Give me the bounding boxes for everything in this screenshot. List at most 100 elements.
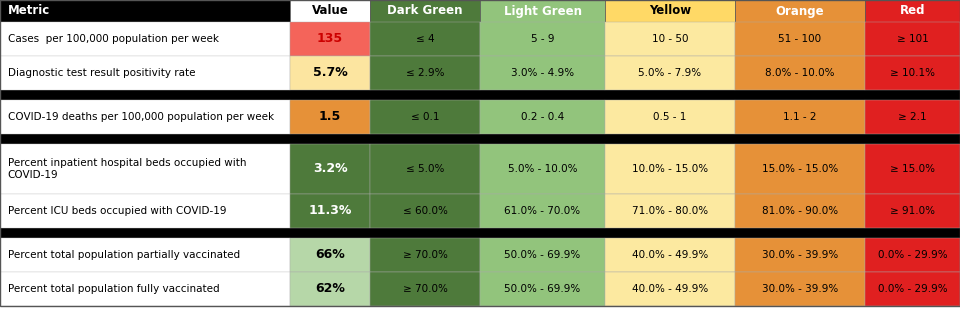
Bar (480, 272, 605, 306)
Bar (605, 100, 735, 134)
Bar (290, 272, 370, 306)
Bar (370, 144, 480, 194)
Bar (480, 0, 605, 22)
Bar (290, 56, 370, 90)
Text: 1.1 - 2: 1.1 - 2 (783, 112, 817, 122)
Text: 10 - 50: 10 - 50 (652, 34, 688, 44)
Bar (290, 0, 370, 22)
Bar (480, 238, 605, 272)
Text: Red: Red (900, 5, 925, 18)
Text: ≤ 2.9%: ≤ 2.9% (406, 68, 444, 78)
Text: 135: 135 (317, 32, 343, 45)
Text: 50.0% - 69.9%: 50.0% - 69.9% (504, 284, 581, 294)
Text: Yellow: Yellow (649, 5, 691, 18)
Text: 51 - 100: 51 - 100 (779, 34, 822, 44)
Bar (0, 194, 290, 228)
Bar (605, 238, 735, 272)
Text: ≤ 0.1: ≤ 0.1 (411, 112, 440, 122)
Bar (370, 22, 480, 56)
Text: ≤ 4: ≤ 4 (416, 34, 434, 44)
Bar (370, 238, 480, 272)
Bar (735, 22, 865, 56)
Text: ≥ 101: ≥ 101 (897, 34, 928, 44)
Bar (370, 56, 480, 90)
Text: Light Green: Light Green (503, 5, 582, 18)
Bar (480, 22, 605, 56)
Text: 61.0% - 70.0%: 61.0% - 70.0% (504, 206, 581, 216)
Text: 40.0% - 49.9%: 40.0% - 49.9% (632, 250, 708, 260)
Bar (290, 238, 370, 272)
Bar (290, 144, 370, 194)
Bar (605, 0, 735, 22)
Bar (0, 0, 290, 22)
Text: Cases  per 100,000 population per week: Cases per 100,000 population per week (8, 34, 219, 44)
Bar (0, 228, 960, 238)
Bar (865, 22, 960, 56)
Bar (0, 56, 290, 90)
Text: 81.0% - 90.0%: 81.0% - 90.0% (762, 206, 838, 216)
Bar (0, 272, 290, 306)
Bar (735, 100, 865, 134)
Bar (865, 56, 960, 90)
Bar (480, 56, 605, 90)
Text: Dark Green: Dark Green (387, 5, 463, 18)
Text: 62%: 62% (315, 282, 345, 296)
Text: 10.0% - 15.0%: 10.0% - 15.0% (632, 164, 708, 174)
Text: ≥ 70.0%: ≥ 70.0% (402, 284, 447, 294)
Bar (370, 194, 480, 228)
Text: 0.0% - 29.9%: 0.0% - 29.9% (877, 250, 948, 260)
Text: 40.0% - 49.9%: 40.0% - 49.9% (632, 284, 708, 294)
Bar (480, 100, 605, 134)
Text: ≥ 10.1%: ≥ 10.1% (890, 68, 935, 78)
Bar (290, 100, 370, 134)
Bar (605, 194, 735, 228)
Text: ≤ 5.0%: ≤ 5.0% (406, 164, 444, 174)
Bar (865, 0, 960, 22)
Bar (0, 144, 290, 194)
Bar (735, 238, 865, 272)
Text: Percent ICU beds occupied with COVID-19: Percent ICU beds occupied with COVID-19 (8, 206, 227, 216)
Text: ≥ 2.1: ≥ 2.1 (899, 112, 926, 122)
Text: Diagnostic test result positivity rate: Diagnostic test result positivity rate (8, 68, 195, 78)
Bar (0, 90, 960, 100)
Bar (290, 22, 370, 56)
Bar (605, 144, 735, 194)
Text: 66%: 66% (315, 249, 345, 261)
Bar (0, 238, 290, 272)
Text: 3.0% - 4.9%: 3.0% - 4.9% (511, 68, 574, 78)
Bar (735, 0, 865, 22)
Bar (865, 100, 960, 134)
Text: 50.0% - 69.9%: 50.0% - 69.9% (504, 250, 581, 260)
Text: 0.5 - 1: 0.5 - 1 (654, 112, 686, 122)
Text: 15.0% - 15.0%: 15.0% - 15.0% (762, 164, 838, 174)
Bar (0, 134, 960, 144)
Text: ≥ 15.0%: ≥ 15.0% (890, 164, 935, 174)
Text: COVID-19 deaths per 100,000 population per week: COVID-19 deaths per 100,000 population p… (8, 112, 274, 122)
Text: Orange: Orange (776, 5, 825, 18)
Bar (370, 100, 480, 134)
Text: 0.0% - 29.9%: 0.0% - 29.9% (877, 284, 948, 294)
Bar (605, 272, 735, 306)
Bar (0, 100, 290, 134)
Bar (605, 22, 735, 56)
Text: 5.7%: 5.7% (313, 67, 348, 79)
Bar (370, 0, 480, 22)
Bar (480, 194, 605, 228)
Text: 71.0% - 80.0%: 71.0% - 80.0% (632, 206, 708, 216)
Text: 5.0% - 7.9%: 5.0% - 7.9% (638, 68, 702, 78)
Text: ≥ 91.0%: ≥ 91.0% (890, 206, 935, 216)
Bar (735, 56, 865, 90)
Text: ≥ 70.0%: ≥ 70.0% (402, 250, 447, 260)
Bar (735, 194, 865, 228)
Text: 8.0% - 10.0%: 8.0% - 10.0% (765, 68, 835, 78)
Bar (865, 238, 960, 272)
Bar (865, 272, 960, 306)
Text: 11.3%: 11.3% (308, 205, 351, 217)
Text: Percent inpatient hospital beds occupied with
COVID-19: Percent inpatient hospital beds occupied… (8, 158, 246, 180)
Text: 3.2%: 3.2% (313, 163, 348, 175)
Bar (0, 22, 290, 56)
Text: Percent total population partially vaccinated: Percent total population partially vacci… (8, 250, 240, 260)
Bar (370, 272, 480, 306)
Bar (605, 56, 735, 90)
Text: ≤ 60.0%: ≤ 60.0% (402, 206, 447, 216)
